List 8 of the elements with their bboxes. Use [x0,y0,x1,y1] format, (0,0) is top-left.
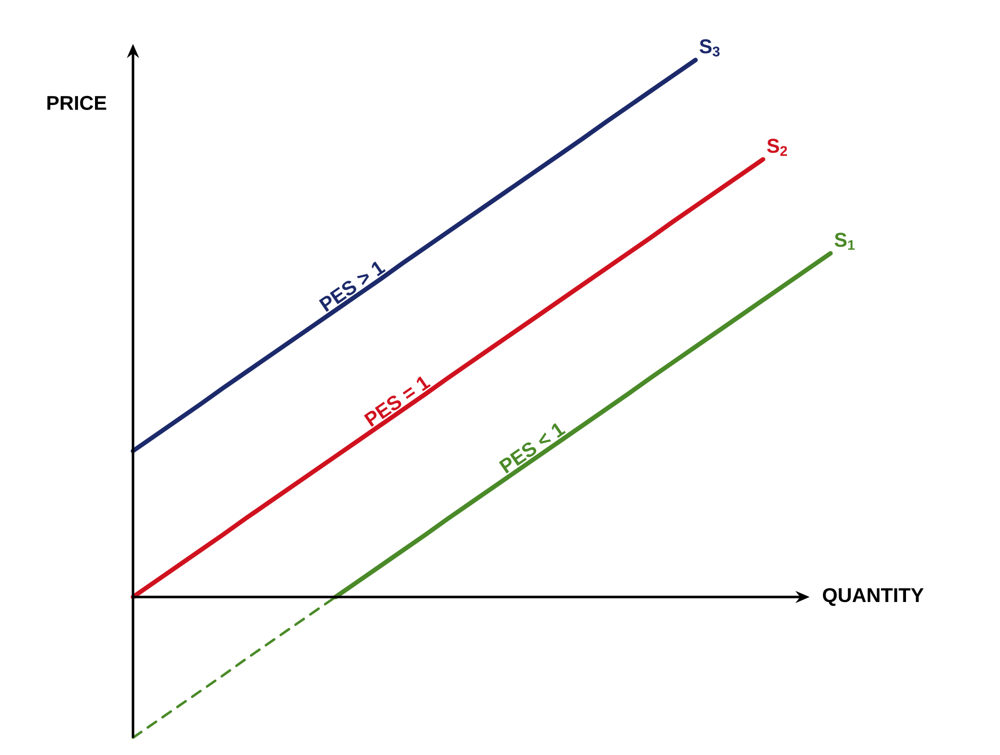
series-label: S$_{3}$ [700,39,720,56]
series-label: S$_{2}$ [767,138,788,156]
x-axis-title: QUANTITY [822,588,924,606]
series-label: S$_{1}$ [834,232,855,250]
annotation: PES = 1 [364,376,431,427]
annotation: PES > 1 [318,261,386,312]
y-axis-title: PRICE [47,96,106,110]
annotation: PES < 1 [498,423,566,474]
